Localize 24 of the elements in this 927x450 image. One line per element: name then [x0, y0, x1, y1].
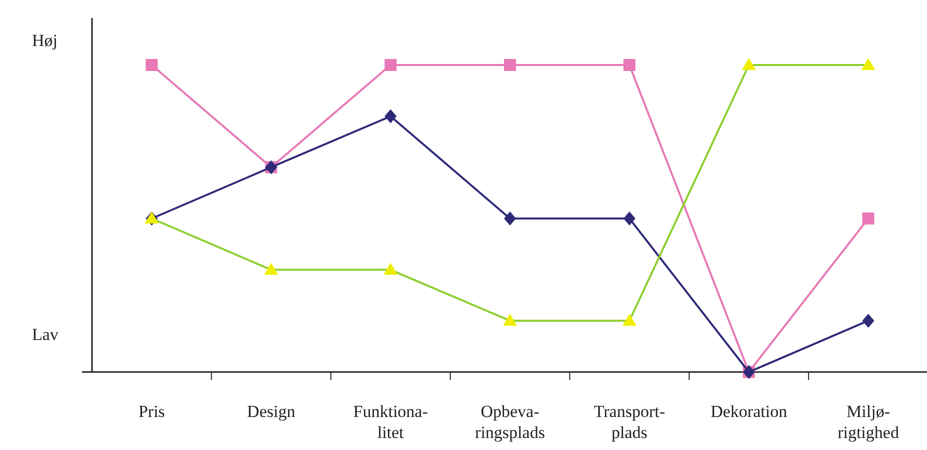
point	[264, 262, 278, 275]
point	[862, 212, 874, 224]
point	[504, 212, 516, 226]
point	[504, 59, 516, 71]
point	[146, 59, 158, 71]
point	[623, 59, 636, 71]
point	[503, 314, 517, 326]
x-tick-label: Dekoration	[710, 402, 788, 421]
point	[384, 262, 398, 275]
x-tick-label: Design	[247, 402, 296, 421]
point	[623, 212, 636, 226]
x-tick-label: Opbeva- ringsplads	[475, 402, 545, 442]
x-tick-label: Funktiona- litet	[353, 402, 428, 442]
point	[862, 314, 874, 328]
x-tick-label: Pris	[138, 402, 165, 421]
text: Lav	[32, 325, 59, 344]
x-tick-label: Transport- plads	[594, 402, 666, 442]
point	[622, 314, 636, 326]
text: Høj	[32, 31, 58, 50]
point	[861, 58, 876, 70]
point	[384, 59, 397, 71]
x-tick-label: Miljø- rigtighed	[838, 402, 900, 442]
point	[742, 58, 756, 70]
point	[384, 109, 397, 124]
